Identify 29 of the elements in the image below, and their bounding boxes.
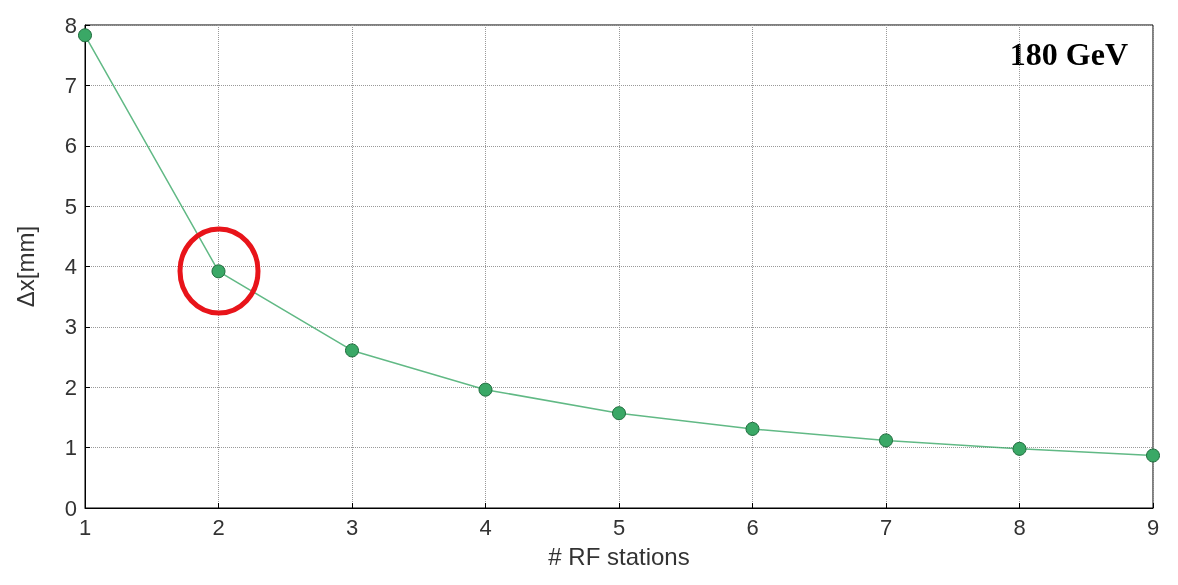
point: [345, 343, 359, 358]
point: [78, 28, 92, 43]
y-axis-title: Δx[mm]: [11, 225, 39, 308]
annotation: 180 GeV: [1009, 36, 1128, 72]
x-tick-label: 3: [345, 514, 359, 540]
x-tick-label: 4: [479, 514, 492, 540]
x-tick-label: 7: [879, 514, 893, 540]
x-tick-label: 6: [746, 514, 759, 540]
y-tick-label: 6: [64, 133, 77, 159]
y-tick-label: 8: [64, 12, 77, 38]
y-tick-label: 3: [64, 314, 77, 340]
y-tick-label: 7: [64, 72, 77, 98]
y-tick-label: 1: [64, 435, 77, 461]
x-tick-label: 8: [1013, 514, 1026, 540]
point: [612, 406, 626, 421]
point: [879, 433, 893, 448]
point: [211, 264, 226, 279]
point: [1146, 448, 1160, 463]
x-tick-label: 5: [612, 514, 626, 540]
point: [1012, 441, 1027, 456]
y-tick-label: 2: [64, 374, 77, 400]
point: [745, 421, 760, 436]
x-axis-title: # RF stations: [548, 542, 690, 570]
x-tick-label: 9: [1146, 514, 1160, 540]
x-tick-label: 2: [212, 514, 225, 540]
y-tick-label: 5: [64, 193, 77, 219]
y-tick-label: 4: [64, 254, 77, 279]
point: [478, 382, 493, 397]
y-tick-label: 0: [64, 495, 77, 521]
